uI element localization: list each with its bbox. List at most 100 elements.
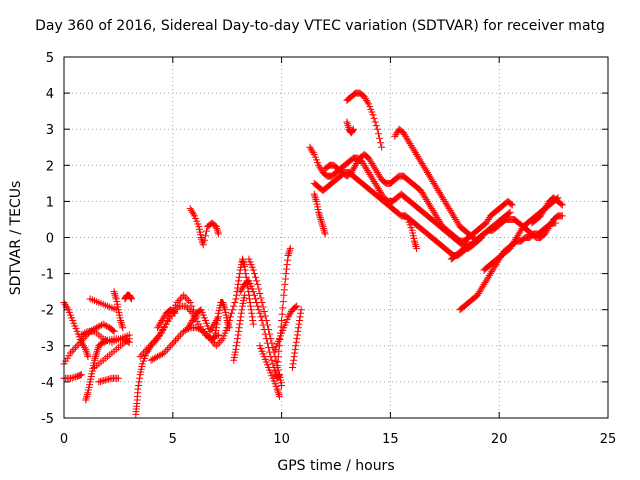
data-point (237, 313, 245, 321)
data-point (172, 336, 180, 344)
data-point (411, 239, 419, 247)
data-point (319, 223, 327, 231)
data-point (360, 161, 368, 169)
data-point (348, 127, 356, 135)
data-point (119, 324, 127, 332)
data-point (274, 387, 282, 395)
data-point (111, 291, 119, 299)
data-point (259, 303, 267, 311)
data-point (219, 300, 227, 308)
data-point (189, 210, 197, 218)
plot-frame (63, 56, 609, 419)
data-point (250, 270, 258, 278)
data-point (369, 176, 377, 184)
data-point (316, 214, 324, 222)
data-point (369, 161, 377, 169)
data-point (260, 308, 268, 316)
data-point (263, 321, 271, 329)
data-point (91, 354, 99, 362)
data-point (214, 228, 222, 236)
data-point (79, 330, 87, 338)
data-point (421, 194, 429, 202)
data-point (241, 266, 249, 274)
data-point (376, 187, 384, 195)
data-point (75, 340, 83, 348)
data-point (93, 349, 101, 357)
chart-title: Day 360 of 2016, Sidereal Day-to-day VTE… (35, 18, 605, 34)
data-point (156, 320, 164, 328)
data-point (484, 273, 492, 281)
data-point (284, 252, 292, 260)
data-point (240, 259, 248, 267)
data-point (368, 159, 376, 167)
data-point (77, 371, 85, 379)
data-point (138, 351, 146, 359)
data-point (254, 302, 262, 310)
data-point (236, 270, 244, 278)
data-point (372, 122, 380, 130)
data-point (433, 185, 441, 193)
data-point (376, 134, 384, 142)
data-point (482, 219, 490, 227)
data-point (275, 347, 283, 355)
data-point (538, 210, 546, 218)
data-point (63, 304, 71, 312)
data-point (431, 210, 439, 218)
data-point (278, 382, 286, 390)
data-point (282, 265, 290, 273)
data-point (203, 227, 211, 235)
data-point (249, 320, 257, 328)
data-point (349, 126, 357, 134)
data-point (512, 235, 520, 243)
data-point (490, 264, 498, 272)
data-point (411, 241, 419, 249)
data-point (441, 197, 449, 205)
data-point (420, 192, 428, 200)
data-point (364, 98, 372, 106)
data-point (165, 344, 173, 352)
data-point (168, 340, 176, 348)
data-point (186, 320, 194, 328)
data-point (251, 295, 259, 303)
data-point (285, 250, 293, 258)
data-point (443, 201, 451, 209)
data-point (94, 323, 102, 331)
data-point (367, 172, 375, 180)
data-point (224, 320, 232, 328)
data-point (167, 342, 175, 350)
data-point (109, 326, 117, 334)
data-point (444, 203, 452, 211)
data-point (417, 187, 425, 195)
series-s24 (271, 302, 301, 353)
data-point (311, 192, 319, 200)
data-point (196, 326, 204, 334)
data-point (367, 158, 375, 166)
data-point (349, 165, 357, 173)
data-point (268, 356, 276, 364)
data-point (234, 335, 242, 343)
data-point (155, 352, 163, 360)
data-point (150, 354, 158, 362)
data-point (543, 201, 551, 209)
data-point (233, 338, 241, 346)
data-point (366, 156, 374, 164)
data-point (362, 96, 370, 104)
data-point (82, 345, 90, 353)
data-point (430, 179, 438, 187)
data-point (344, 122, 352, 130)
data-point (296, 317, 304, 325)
data-point (242, 273, 250, 281)
series-s10 (121, 291, 135, 303)
data-point (377, 139, 385, 147)
data-point (454, 219, 462, 227)
data-point (430, 208, 438, 216)
data-point (111, 289, 119, 297)
series-s37 (447, 234, 486, 263)
data-point (232, 291, 240, 299)
data-point (186, 205, 194, 213)
data-point (433, 214, 441, 222)
data-point (279, 298, 287, 306)
data-point (110, 288, 118, 296)
data-point (418, 188, 426, 196)
